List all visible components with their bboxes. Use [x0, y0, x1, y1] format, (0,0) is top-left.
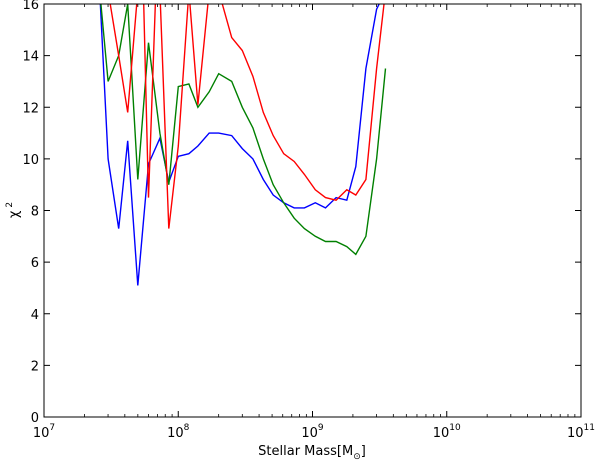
y-tick-label-7: 12 — [22, 101, 39, 116]
y-tick-label-8: 14 — [22, 50, 39, 65]
y-tick-label-9: 16 — [22, 0, 39, 13]
x-tick-label-5: 1011 — [567, 423, 595, 441]
x-tick-label-4: 1010 — [433, 423, 461, 441]
y-tick-label-6: 10 — [22, 153, 39, 168]
x-tick-label-3: 109 — [301, 423, 324, 441]
y-axis-label: χ2 — [5, 202, 22, 218]
y-axis-label-sup: 2 — [5, 202, 15, 208]
x-tick-label-2: 108 — [167, 423, 190, 441]
x-axis-label-sub: ⊙ — [353, 452, 361, 462]
plot-frame — [43, 3, 582, 418]
x-axis-label-main: Stellar Mass[M — [258, 444, 353, 459]
x-axis-ticks: 107 108 109 1010 1011 — [33, 4, 595, 441]
x-axis-label-close: ] — [361, 444, 366, 459]
y-axis-label-main: χ — [7, 210, 22, 218]
svg-text:χ2: χ2 — [5, 202, 22, 218]
series-layer — [99, 4, 387, 286]
y-tick-label-3: 4 — [31, 308, 39, 323]
y-tick-label-4: 6 — [31, 256, 39, 271]
y-tick-label-1: 0 — [31, 411, 39, 426]
y-tick-label-5: 8 — [31, 205, 39, 220]
y-axis-ticks: 0 2 4 6 8 10 12 14 16 — [22, 0, 581, 426]
x-axis-label: Stellar Mass[M⊙] — [258, 444, 366, 462]
y-tick-label-2: 2 — [31, 359, 39, 374]
series-line-2 — [100, 4, 387, 256]
series-line-3 — [109, 4, 385, 229]
series-line-1 — [99, 4, 380, 286]
x-tick-label-1: 107 — [33, 423, 55, 441]
